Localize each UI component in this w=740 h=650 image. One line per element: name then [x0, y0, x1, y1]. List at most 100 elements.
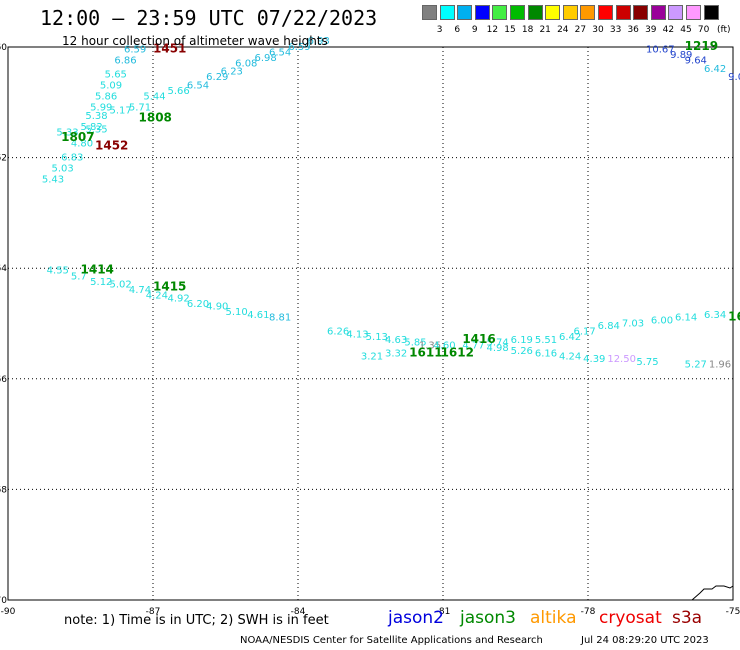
- color-swatch: [562, 5, 578, 20]
- pass-time-label: 1451: [153, 42, 186, 56]
- wave-height-label: 5.7: [71, 271, 87, 282]
- wave-height-label: 6.84: [598, 321, 620, 332]
- pass-time-label: 1414: [81, 263, 114, 277]
- wave-height-label: 5.71: [129, 103, 151, 114]
- generated-timestamp: Jul 24 08:29:20 UTC 2023: [581, 635, 709, 646]
- wave-height-label: 6.29: [206, 72, 228, 83]
- color-swatch: [580, 5, 596, 20]
- wave-height-label: 5.17: [110, 105, 132, 116]
- wave-height-label: 1.35: [419, 340, 441, 351]
- axis-tick-labels: -90 -87 -84 -81 -78 -75 -60 -62 -64 -66 -68 -70: [0, 43, 740, 617]
- color-scale-label: 3: [436, 25, 443, 35]
- color-swatch: [492, 5, 508, 20]
- x-tick-label: -84: [291, 607, 306, 617]
- pass-time-label: 1807: [61, 130, 94, 144]
- grid-lines: [7, 46, 734, 601]
- color-swatch: [633, 5, 649, 20]
- color-swatch: [510, 5, 525, 20]
- color-scale-label: 33: [609, 25, 622, 35]
- wave-height-label: 6.16: [535, 349, 557, 360]
- wave-height-label: 5.66: [168, 86, 190, 97]
- y-tick-label: -64: [0, 264, 7, 274]
- color-scale-label: 45: [680, 25, 692, 35]
- color-swatch: [703, 5, 719, 20]
- color-swatch: [598, 5, 613, 20]
- wave-height-label: 9.64: [685, 56, 707, 67]
- plot-frame: [7, 46, 734, 601]
- wave-height-label: 4.90: [206, 302, 228, 313]
- wave-height-label: 5.43: [42, 174, 64, 185]
- wave-height-label: 6.54: [187, 80, 209, 91]
- x-tick-label: -90: [1, 607, 16, 617]
- credit-text: NOAA/NESDIS Center for Satellite Applica…: [240, 635, 543, 646]
- x-tick-label: -78: [581, 607, 596, 617]
- x-tick-label: -87: [146, 607, 161, 617]
- color-scale-label: 30: [592, 25, 604, 35]
- wave-height-label: 6.23: [221, 67, 243, 78]
- color-scale-label: 70: [697, 25, 710, 35]
- wave-height-label: 5.65: [105, 69, 127, 80]
- y-tick-label: -60: [0, 43, 7, 53]
- wave-height-label: 5.51: [535, 335, 557, 346]
- wave-height-label: 6.19: [511, 335, 533, 346]
- wave-height-label: 5.86: [95, 92, 117, 103]
- wave-height-label: 6.54: [269, 47, 291, 58]
- color-swatch: [668, 5, 684, 20]
- y-tick-label: -66: [0, 375, 7, 385]
- wave-height-label: 6.98: [255, 53, 277, 64]
- color-scale-label: 42: [662, 25, 675, 35]
- wave-height-label: 6.08: [235, 58, 257, 69]
- wave-height-label: 4.98: [487, 343, 509, 354]
- wave-height-label: 3.21: [361, 351, 383, 362]
- pass-time-label: 1219: [685, 39, 718, 53]
- wave-height-label: 5.27: [685, 360, 707, 371]
- wave-height-label: 6.14: [675, 313, 697, 324]
- color-scale-label: 15: [504, 25, 516, 35]
- wave-height-label: 10.67: [646, 45, 675, 56]
- y-tick-label: -68: [0, 485, 7, 495]
- wave-height-label: 5.38: [85, 111, 107, 122]
- wave-height-label: 5.99: [90, 103, 112, 114]
- wave-height-label: 4.60: [433, 340, 455, 351]
- wave-height-label: 12.50: [607, 354, 636, 365]
- wave-height-label: 6.59: [124, 45, 146, 56]
- legend-jason3: jason3: [460, 608, 516, 628]
- wave-height-labels: 6.596.865.655.095.865.995.385.825.33 5.35…: [42, 36, 740, 371]
- color-scale-label: 6: [454, 25, 461, 35]
- wave-height-label: 6.93: [308, 36, 330, 47]
- color-swatch: [422, 5, 437, 20]
- chart-title: 12:00 – 23:59 UTC 07/22/2023: [40, 6, 378, 30]
- y-tick-label: -70: [0, 596, 7, 606]
- wave-height-label: 4.24: [559, 351, 581, 362]
- wave-height-label: 4.55: [47, 266, 69, 277]
- wave-height-label: 6.86: [114, 56, 136, 67]
- wave-height-label: 5.02: [110, 280, 132, 291]
- wave-height-label: 6.26: [327, 327, 349, 338]
- legend-jason2: jason2: [388, 608, 444, 628]
- pass-time-label: 1416: [462, 332, 495, 346]
- pass-time-label: 16: [728, 310, 740, 324]
- footer-note: note: 1) Time is in UTC; 2) SWH is in fe…: [64, 613, 329, 628]
- wave-height-label: 6.20: [187, 299, 209, 310]
- color-scale-label: 36: [627, 25, 639, 35]
- wave-height-label: 8.81: [269, 313, 291, 324]
- wave-height-label: 5.03: [52, 163, 74, 174]
- color-swatch: [527, 5, 543, 20]
- color-swatch: [439, 5, 455, 20]
- color-scale-label: 9: [471, 25, 478, 35]
- wave-height-label: 5.44: [143, 92, 165, 103]
- wave-height-label: 4.39: [583, 354, 605, 365]
- wave-height-label: 5.09: [100, 80, 122, 91]
- wave-height-label: 5.74: [487, 338, 509, 349]
- wave-height-label: 5.12: [90, 277, 112, 288]
- x-tick-label: -75: [726, 607, 740, 617]
- wave-height-label: 4.80: [71, 139, 93, 150]
- legend-s3a: s3a: [672, 608, 703, 628]
- y-tick-label: -62: [0, 154, 7, 164]
- pass-time-label: 1452: [95, 138, 128, 152]
- color-scale-unit: (ft): [717, 25, 731, 35]
- color-swatch: [615, 5, 631, 20]
- wave-height-label: 5.82: [81, 122, 103, 133]
